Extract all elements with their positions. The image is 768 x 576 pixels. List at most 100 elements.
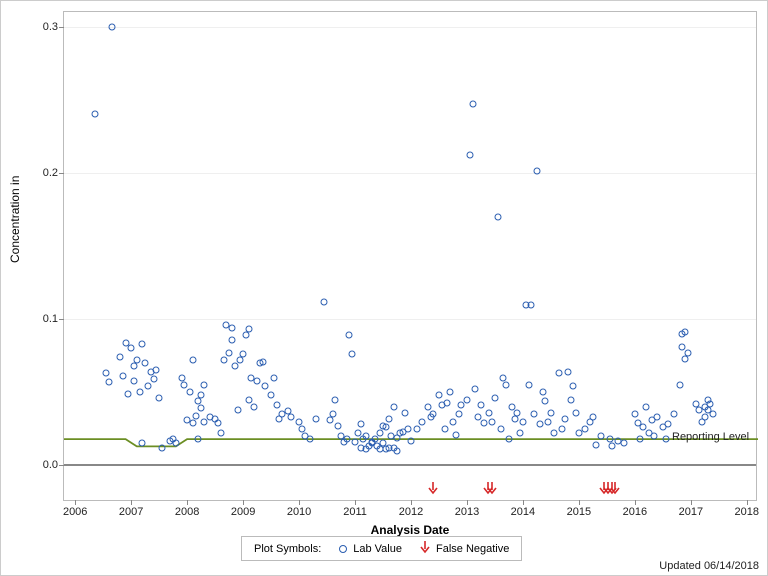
lab-value-marker <box>472 386 479 393</box>
lab-value-marker <box>251 403 258 410</box>
lab-value-marker <box>385 415 392 422</box>
lab-value-marker <box>592 441 599 448</box>
lab-value-marker <box>682 329 689 336</box>
lab-value-marker <box>346 332 353 339</box>
x-tick-label: 2016 <box>623 500 647 518</box>
lab-value-marker <box>214 420 221 427</box>
lab-value-marker <box>447 389 454 396</box>
lab-value-marker <box>259 358 266 365</box>
gridline <box>64 173 756 174</box>
lab-value-marker <box>144 383 151 390</box>
lab-value-marker <box>186 389 193 396</box>
lab-value-marker <box>455 411 462 418</box>
legend: Plot Symbols: Lab Value False Negative <box>241 536 522 561</box>
x-tick-label: 2009 <box>231 500 255 518</box>
lab-value-marker <box>102 370 109 377</box>
lab-value-marker <box>349 351 356 358</box>
lab-value-marker <box>371 436 378 443</box>
lab-value-marker <box>505 436 512 443</box>
lab-value-marker <box>198 405 205 412</box>
lab-value-marker <box>200 381 207 388</box>
lab-value-marker <box>245 326 252 333</box>
lab-value-marker <box>559 425 566 432</box>
lab-value-marker <box>192 412 199 419</box>
lab-value-marker <box>287 414 294 421</box>
lab-value-marker <box>466 152 473 159</box>
lab-value-marker <box>142 360 149 367</box>
lab-value-marker <box>198 392 205 399</box>
legend-entry-lab-value: Lab Value <box>339 543 402 555</box>
lab-value-marker <box>517 430 524 437</box>
lab-value-marker <box>150 376 157 383</box>
lab-value-marker <box>598 433 605 440</box>
lab-value-marker <box>332 396 339 403</box>
lab-value-marker <box>377 430 384 437</box>
x-tick-label: 2011 <box>343 500 367 518</box>
y-axis-label: Concentration in <box>8 247 22 263</box>
lab-value-marker <box>139 341 146 348</box>
lab-value-marker <box>382 424 389 431</box>
lab-value-marker <box>329 411 336 418</box>
lab-value-marker <box>561 415 568 422</box>
lab-value-marker <box>435 392 442 399</box>
lab-value-marker <box>408 437 415 444</box>
lab-value-marker <box>469 101 476 108</box>
lab-value-marker <box>195 436 202 443</box>
lab-value-marker <box>525 381 532 388</box>
lab-value-marker <box>651 433 658 440</box>
lab-value-marker <box>564 368 571 375</box>
legend-entry-false-negative: False Negative <box>420 540 509 557</box>
lab-value-marker <box>172 440 179 447</box>
lab-value-marker <box>707 401 714 408</box>
lab-value-marker <box>91 111 98 118</box>
lab-value-marker <box>125 390 132 397</box>
lab-value-marker <box>298 425 305 432</box>
lab-value-marker <box>419 418 426 425</box>
lab-value-marker <box>528 301 535 308</box>
lab-value-marker <box>136 389 143 396</box>
x-tick-label: 2007 <box>119 500 143 518</box>
lab-value-marker <box>119 373 126 380</box>
lab-value-marker <box>413 425 420 432</box>
lab-value-marker <box>449 418 456 425</box>
lab-value-marker <box>547 409 554 416</box>
lab-value-marker <box>268 392 275 399</box>
legend-title: Plot Symbols: <box>254 543 321 555</box>
lab-value-marker <box>262 383 269 390</box>
lab-value-marker <box>441 425 448 432</box>
lab-value-marker <box>335 422 342 429</box>
x-tick-label: 2018 <box>735 500 759 518</box>
x-tick-label: 2014 <box>511 500 535 518</box>
lab-value-marker <box>133 357 140 364</box>
zero-line <box>64 464 756 466</box>
lab-value-marker <box>240 351 247 358</box>
lab-value-marker <box>430 411 437 418</box>
lab-value-marker <box>606 436 613 443</box>
reporting-level-label: Reporting Level <box>672 431 749 443</box>
lab-value-marker <box>533 168 540 175</box>
lab-value-marker <box>671 411 678 418</box>
lab-value-marker <box>452 431 459 438</box>
lab-value-marker <box>105 379 112 386</box>
lab-value-marker <box>158 444 165 451</box>
x-tick-label: 2006 <box>63 500 87 518</box>
lab-value-marker <box>500 374 507 381</box>
lab-value-marker <box>503 381 510 388</box>
lab-value-marker <box>542 398 549 405</box>
lab-value-marker <box>494 213 501 220</box>
lab-value-marker <box>662 436 669 443</box>
lab-value-marker <box>556 370 563 377</box>
lab-value-marker <box>458 402 465 409</box>
lab-value-marker <box>254 377 261 384</box>
lab-value-marker <box>589 414 596 421</box>
lab-value-marker <box>312 415 319 422</box>
lab-value-marker <box>156 395 163 402</box>
lab-value-marker <box>545 418 552 425</box>
x-tick-label: 2013 <box>455 500 479 518</box>
lab-value-marker <box>181 381 188 388</box>
lab-value-marker <box>620 440 627 447</box>
false-negative-arrow-icon <box>487 481 497 495</box>
lab-value-marker <box>491 395 498 402</box>
lab-value-marker <box>665 421 672 428</box>
lab-value-marker <box>321 298 328 305</box>
